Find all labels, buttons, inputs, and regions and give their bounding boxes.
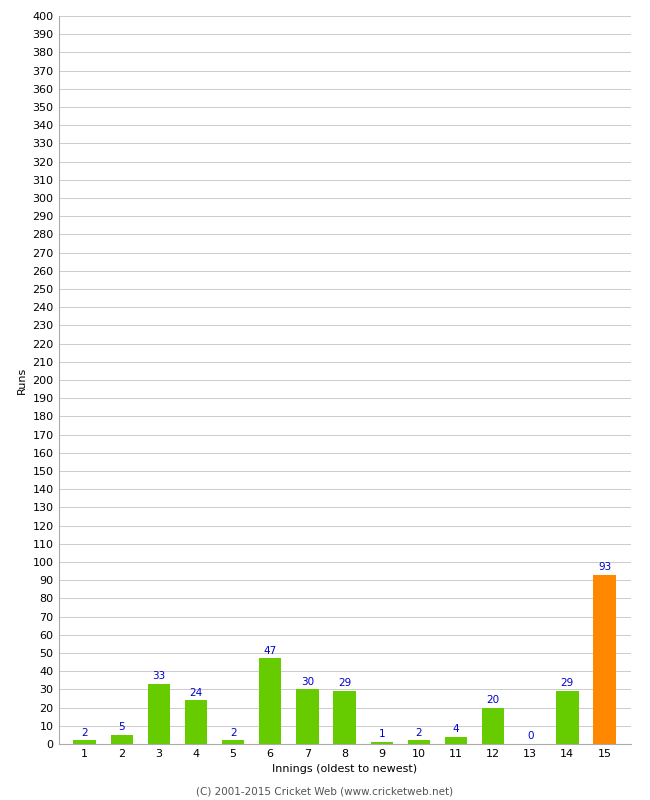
Text: 2: 2: [81, 728, 88, 738]
Bar: [111, 735, 133, 744]
Bar: [296, 690, 318, 744]
Bar: [222, 740, 244, 744]
Bar: [445, 737, 467, 744]
Bar: [333, 691, 356, 744]
Text: 5: 5: [118, 722, 125, 732]
Bar: [593, 574, 616, 744]
Bar: [148, 684, 170, 744]
Text: 33: 33: [152, 671, 165, 682]
Text: 93: 93: [598, 562, 611, 572]
Bar: [73, 740, 96, 744]
Text: 30: 30: [301, 677, 314, 686]
X-axis label: Innings (oldest to newest): Innings (oldest to newest): [272, 765, 417, 774]
Text: 47: 47: [264, 646, 277, 656]
Bar: [408, 740, 430, 744]
Text: 1: 1: [378, 730, 385, 739]
Text: 24: 24: [189, 687, 203, 698]
Text: 0: 0: [527, 731, 534, 742]
Text: 29: 29: [561, 678, 574, 689]
Text: 2: 2: [415, 728, 422, 738]
Text: 20: 20: [486, 695, 500, 705]
Y-axis label: Runs: Runs: [17, 366, 27, 394]
Bar: [259, 658, 281, 744]
Bar: [556, 691, 578, 744]
Bar: [185, 700, 207, 744]
Text: 4: 4: [452, 724, 460, 734]
Text: 2: 2: [229, 728, 237, 738]
Bar: [482, 707, 504, 744]
Bar: [370, 742, 393, 744]
Text: 29: 29: [338, 678, 351, 689]
Text: (C) 2001-2015 Cricket Web (www.cricketweb.net): (C) 2001-2015 Cricket Web (www.cricketwe…: [196, 786, 454, 796]
